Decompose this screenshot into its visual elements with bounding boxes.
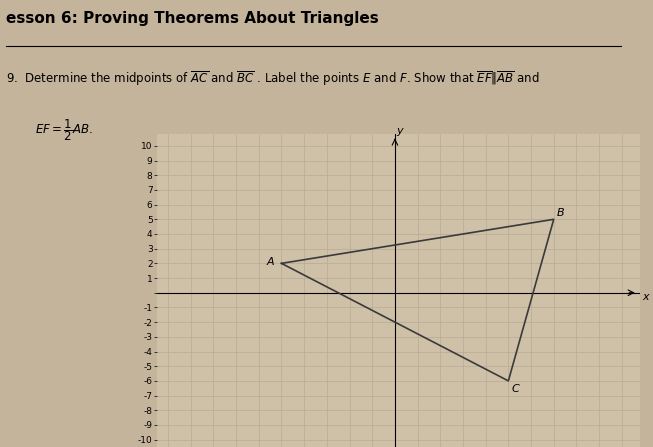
Text: 9.  Determine the midpoints of $\overline{AC}$ and $\overline{BC}$ . Label the p: 9. Determine the midpoints of $\overline… <box>7 69 540 88</box>
Text: $EF=\dfrac{1}{2}AB$.: $EF=\dfrac{1}{2}AB$. <box>35 117 93 143</box>
Text: A: A <box>267 257 275 267</box>
Text: B: B <box>557 208 565 218</box>
Text: esson 6: Proving Theorems About Triangles: esson 6: Proving Theorems About Triangle… <box>7 12 379 26</box>
Text: y: y <box>396 126 403 135</box>
Text: x: x <box>642 292 649 302</box>
Text: C: C <box>512 384 520 394</box>
